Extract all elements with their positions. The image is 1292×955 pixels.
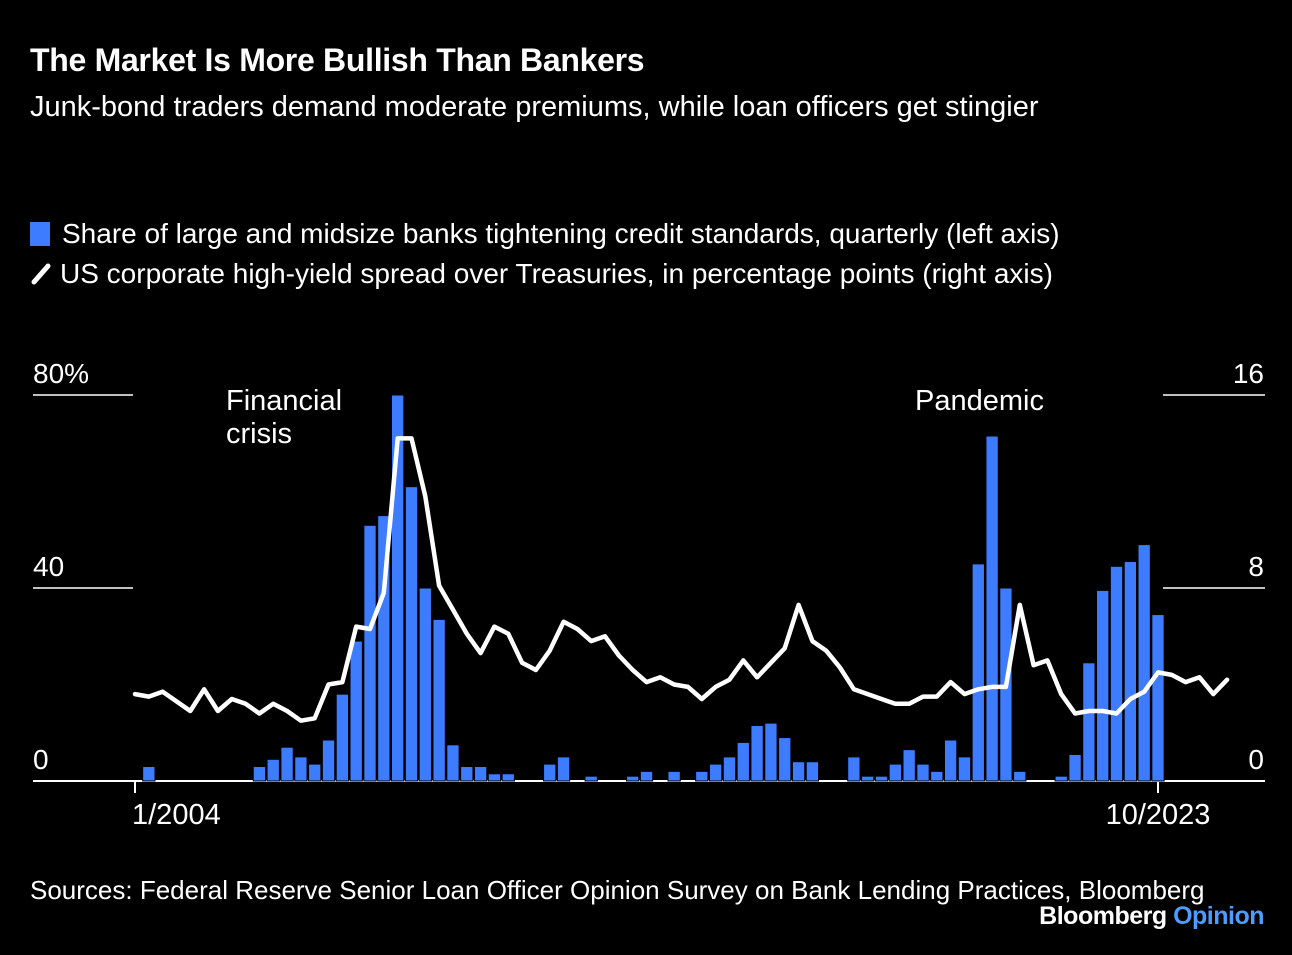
brand-opinion: Opinion <box>1173 902 1264 930</box>
bar <box>584 775 598 782</box>
bar <box>639 770 654 782</box>
bar <box>446 744 460 782</box>
annotation: Financial crisis <box>226 385 342 450</box>
chart-title: The Market Is More Bullish Than Bankers <box>30 42 645 78</box>
bar <box>1151 614 1165 782</box>
bar <box>321 739 336 782</box>
bar <box>695 770 709 782</box>
bar <box>1013 770 1027 782</box>
bar <box>543 763 557 782</box>
bar <box>971 563 985 782</box>
bar <box>722 756 737 782</box>
bar <box>556 756 571 782</box>
bar <box>791 761 806 782</box>
legend-item-line: US corporate high-yield spread over Trea… <box>30 254 1060 294</box>
bar <box>764 722 778 782</box>
x-tick-label: 1/2004 <box>132 799 221 831</box>
bar <box>1123 560 1138 782</box>
bar <box>501 773 515 782</box>
bar <box>280 746 294 782</box>
bar <box>487 773 502 782</box>
bar <box>778 737 792 782</box>
chart-subtitle: Junk-bond traders demand moderate premiu… <box>30 91 1039 123</box>
bar <box>418 587 432 782</box>
bar <box>432 618 446 782</box>
bar <box>404 486 419 782</box>
bar <box>861 775 875 782</box>
bar <box>930 770 944 782</box>
legend-bars-label: Share of large and midsize banks tighten… <box>62 218 1060 249</box>
bar <box>902 749 916 782</box>
bar <box>294 756 308 782</box>
bar <box>805 761 820 782</box>
bar <box>363 524 377 782</box>
spread-line <box>132 436 1230 723</box>
bar <box>308 763 322 782</box>
bar <box>736 741 750 782</box>
source-note: Sources: Federal Reserve Senior Loan Off… <box>30 875 1205 905</box>
bar <box>1082 662 1096 782</box>
bar <box>142 766 156 782</box>
left-tick-label: 80% <box>33 358 89 389</box>
bar <box>943 739 958 782</box>
brand-logo: Bloomberg Opinion <box>1039 902 1264 931</box>
legend-item-bars: Share of large and midsize banks tighten… <box>30 214 1060 254</box>
x-tick-label: 10/2023 <box>1106 799 1211 831</box>
bar <box>985 435 999 782</box>
bar <box>1137 544 1151 782</box>
bar <box>708 763 723 782</box>
right-tick-label: 16 <box>1233 358 1264 389</box>
left-tick-label: 40 <box>33 551 64 582</box>
bar <box>847 756 861 782</box>
left-tick-label: 0 <box>33 744 49 775</box>
bar <box>349 640 363 782</box>
bar <box>874 775 889 782</box>
bar <box>1096 589 1110 782</box>
bar <box>473 766 488 782</box>
legend-line-label: US corporate high-yield spread over Trea… <box>60 258 1053 289</box>
bar <box>266 758 280 782</box>
annotation-line: crisis <box>226 418 292 450</box>
bar <box>1054 775 1068 782</box>
bar <box>626 775 640 782</box>
annotation: Pandemic <box>915 385 1044 417</box>
bar <box>957 756 972 782</box>
bar <box>1068 753 1082 782</box>
bar <box>888 763 902 782</box>
right-tick-label: 8 <box>1248 551 1264 582</box>
bar <box>667 770 681 782</box>
legend-bar-swatch <box>30 222 50 246</box>
right-tick-label: 0 <box>1248 744 1264 775</box>
bar <box>460 766 474 782</box>
bar <box>252 766 267 782</box>
annotation-line: Financial <box>226 385 342 417</box>
legend: Share of large and midsize banks tighten… <box>30 214 1060 294</box>
brand-main: Bloomberg <box>1039 902 1167 930</box>
bar <box>335 693 350 782</box>
bar <box>1109 565 1124 782</box>
legend-line-swatch <box>31 263 51 285</box>
annotation-line: Pandemic <box>915 385 1044 417</box>
bar <box>750 725 764 782</box>
bar <box>916 763 930 782</box>
